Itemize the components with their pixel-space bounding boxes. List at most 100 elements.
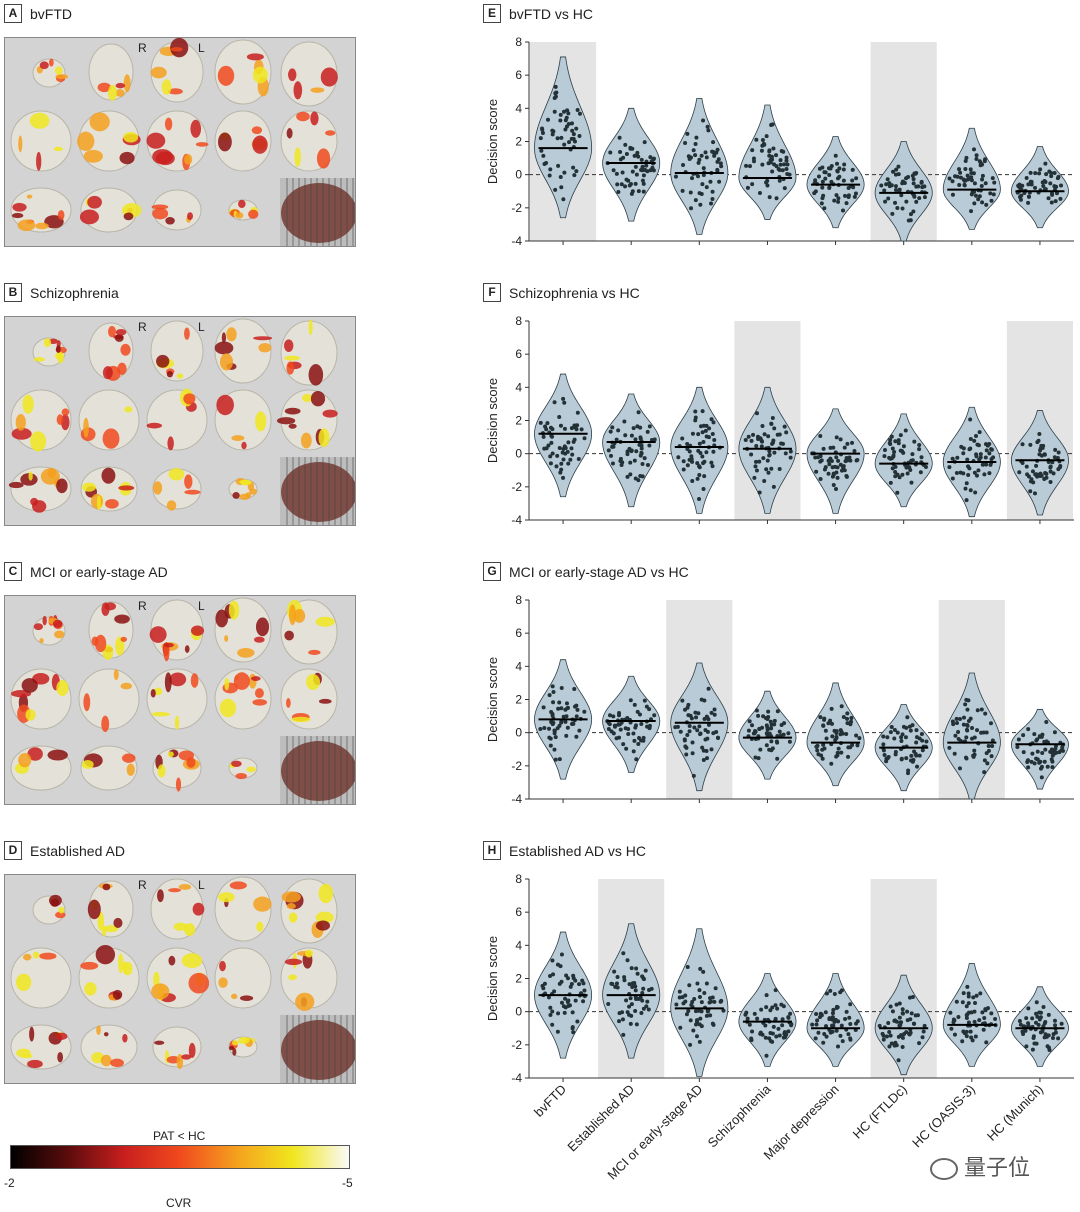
data-point — [964, 1004, 969, 1009]
activation-blob — [54, 911, 66, 919]
activation-blob — [57, 210, 65, 221]
activation-blob — [165, 217, 175, 225]
activation-blob — [195, 142, 209, 147]
data-point — [831, 1007, 836, 1012]
data-point — [886, 1020, 891, 1025]
activation-blob — [240, 479, 252, 486]
data-point — [628, 182, 633, 187]
data-point — [770, 1039, 775, 1044]
data-point — [829, 761, 834, 766]
data-point — [948, 1010, 953, 1015]
data-point — [1048, 479, 1053, 484]
y-tick-label: 6 — [515, 68, 522, 82]
data-point — [645, 462, 650, 467]
data-point — [708, 1013, 713, 1018]
activation-blob — [150, 66, 167, 79]
activation-blob — [276, 417, 296, 425]
activation-blob — [120, 343, 131, 356]
activation-blob — [251, 676, 261, 682]
data-point — [974, 454, 979, 459]
data-point — [629, 1002, 634, 1007]
data-point — [902, 180, 907, 185]
data-point — [777, 1033, 782, 1038]
data-point — [684, 745, 689, 750]
y-tick-label: 4 — [515, 659, 522, 673]
data-point — [706, 686, 711, 691]
data-point — [949, 1026, 954, 1031]
data-point — [752, 159, 757, 164]
data-point — [538, 726, 543, 731]
activation-blob — [218, 977, 228, 988]
data-point — [900, 472, 905, 477]
data-point — [963, 702, 968, 707]
activation-blob — [286, 903, 296, 910]
data-point — [908, 468, 913, 473]
data-point — [551, 972, 556, 977]
data-point — [989, 447, 994, 452]
data-point — [1026, 182, 1031, 187]
data-point — [879, 183, 884, 188]
data-point — [820, 165, 825, 170]
data-point — [629, 191, 634, 196]
data-point — [553, 735, 558, 740]
data-point — [687, 724, 692, 729]
violin-shape — [602, 107, 661, 222]
data-point — [574, 734, 579, 739]
data-point — [816, 174, 821, 179]
data-point — [905, 715, 910, 720]
data-point — [717, 179, 722, 184]
data-point — [831, 471, 836, 476]
data-point — [831, 483, 836, 488]
y-tick-label: -4 — [511, 513, 522, 527]
activation-blob — [15, 973, 32, 992]
data-point — [558, 964, 563, 969]
data-point — [816, 1030, 821, 1035]
data-point — [1024, 1016, 1029, 1021]
data-point — [881, 734, 886, 739]
data-point — [677, 989, 682, 994]
data-point — [832, 728, 837, 733]
data-point — [910, 452, 915, 457]
data-point — [1050, 759, 1055, 764]
data-point — [1020, 442, 1025, 447]
data-point — [979, 183, 984, 188]
data-point — [704, 1013, 709, 1018]
activation-blob — [248, 209, 259, 219]
y-tick-label: 6 — [515, 347, 522, 361]
y-tick-label: -4 — [511, 792, 522, 806]
data-point — [651, 157, 656, 162]
data-point — [750, 723, 755, 728]
y-tick-label: -2 — [511, 1038, 522, 1052]
data-point — [883, 199, 888, 204]
data-point — [775, 756, 780, 761]
activation-blob — [231, 435, 245, 441]
data-point — [814, 1011, 819, 1016]
data-point — [952, 751, 957, 756]
data-point — [990, 743, 995, 748]
activation-blob — [155, 151, 175, 166]
data-point — [773, 1003, 778, 1008]
data-point — [701, 461, 706, 466]
data-point — [629, 433, 634, 438]
data-point — [753, 755, 758, 760]
data-point — [645, 429, 650, 434]
data-point — [545, 421, 550, 426]
data-point — [882, 188, 887, 193]
data-point — [976, 468, 981, 473]
data-point — [784, 167, 789, 172]
data-point — [975, 728, 980, 733]
data-point — [840, 1039, 845, 1044]
data-point — [972, 181, 977, 186]
data-point — [703, 737, 708, 742]
data-point — [550, 684, 555, 689]
panel-c-header: C MCI or early-stage AD — [4, 562, 168, 581]
activation-blob — [57, 1052, 64, 1063]
activation-blob — [308, 649, 321, 655]
activation-blob — [300, 432, 312, 449]
activation-blob — [110, 1058, 124, 1068]
data-point — [1024, 464, 1029, 469]
data-point — [884, 1034, 889, 1039]
data-point — [763, 1035, 768, 1040]
data-point — [850, 440, 855, 445]
data-point — [712, 438, 717, 443]
